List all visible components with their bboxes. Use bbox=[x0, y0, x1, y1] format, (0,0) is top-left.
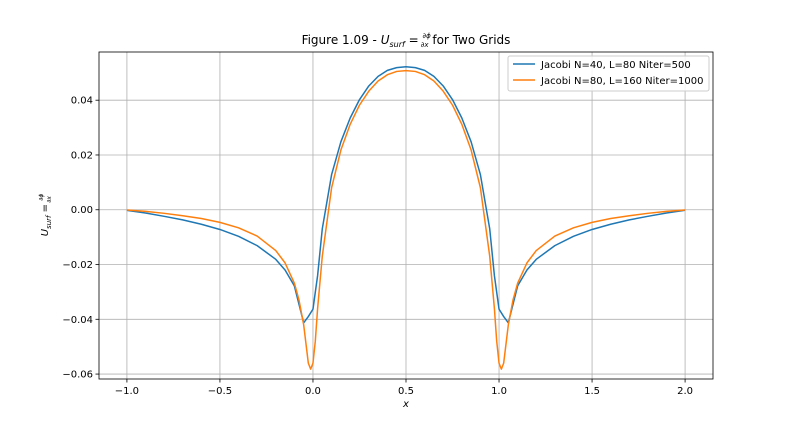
x-tick-label: 1.0 bbox=[491, 386, 507, 397]
chart-title: Figure 1.09 - Usurf = ∂ϕ ∂x for Two Grids bbox=[302, 32, 511, 49]
y-tick-label: 0.04 bbox=[71, 96, 93, 107]
y-tick-label: 0.00 bbox=[71, 205, 93, 216]
y-tick-label: −0.02 bbox=[62, 260, 93, 271]
grid bbox=[99, 52, 713, 379]
axis-ticks: −1.0 −0.5 0.0 0.5 1.0 1.5 2.0 −0.06 −0.04 −0.02 0.… bbox=[62, 96, 693, 397]
x-tick-label: 2.0 bbox=[677, 386, 693, 397]
series-lines bbox=[126, 66, 686, 370]
y-tick-label: 0.02 bbox=[71, 150, 93, 161]
legend-label-series-2: Jacobi N=80, L=160 Niter=1000 bbox=[540, 76, 703, 87]
x-tick-label: −1.0 bbox=[115, 386, 139, 397]
x-tick-label: 0.5 bbox=[398, 386, 414, 397]
x-tick-label: −0.5 bbox=[208, 386, 232, 397]
x-tick-label: 0.0 bbox=[305, 386, 321, 397]
legend-frame bbox=[507, 55, 710, 92]
y-axis-label: Usurf = ∂ϕ∂x bbox=[38, 194, 53, 237]
series-line-2 bbox=[126, 69, 686, 370]
y-tick-label: −0.06 bbox=[62, 370, 93, 381]
legend: Jacobi N=40, L=80 Niter=500 Jacobi N=80,… bbox=[507, 55, 710, 92]
series-line-1 bbox=[126, 66, 686, 324]
x-axis-label: x bbox=[402, 399, 409, 410]
x-tick-label: 1.5 bbox=[584, 386, 600, 397]
y-tick-label: −0.04 bbox=[62, 315, 93, 326]
legend-label-series-1: Jacobi N=40, L=80 Niter=500 bbox=[540, 60, 691, 71]
